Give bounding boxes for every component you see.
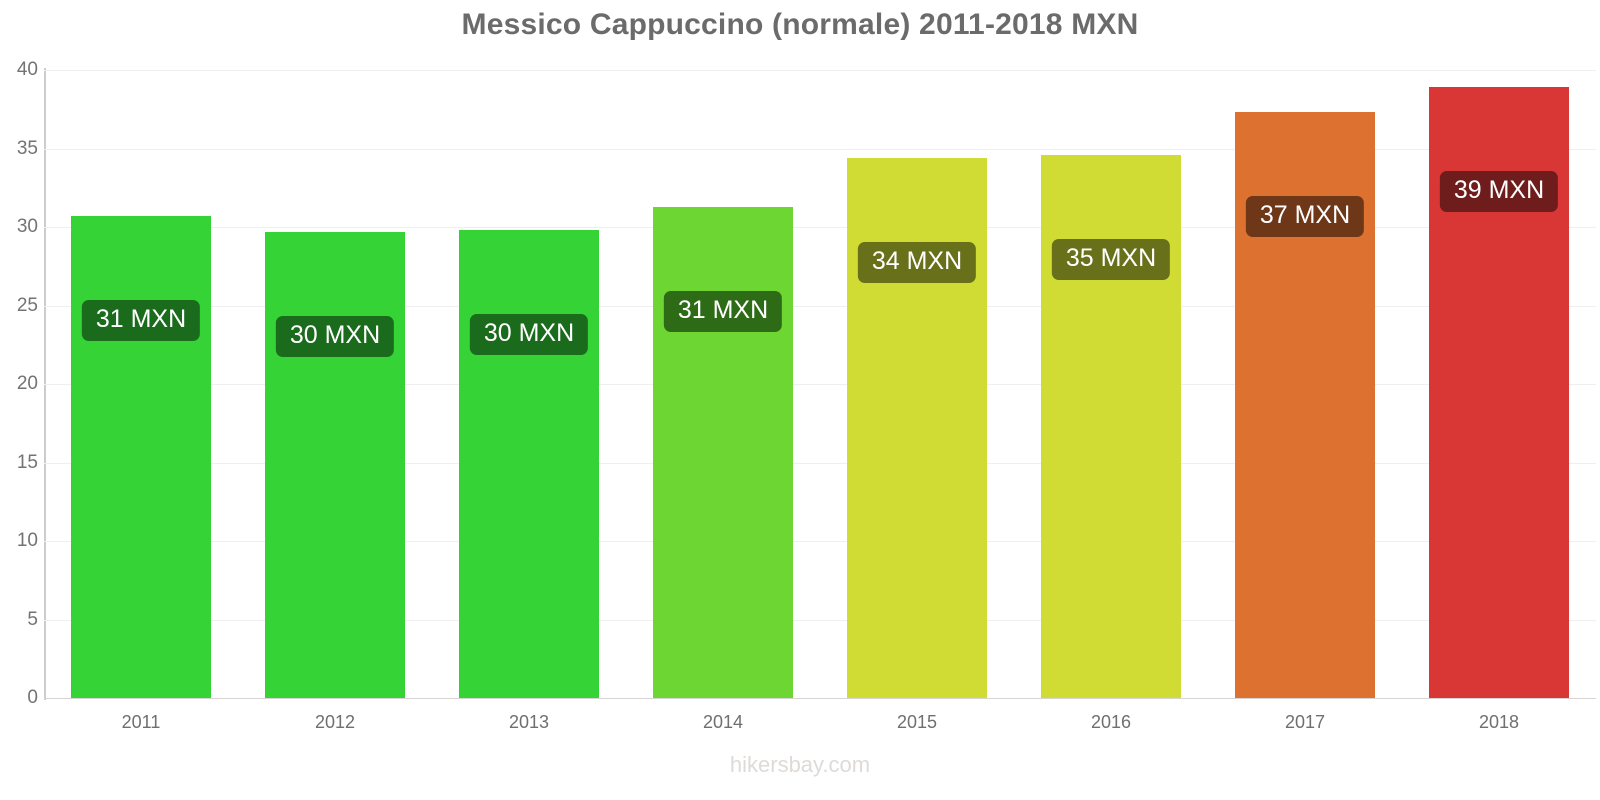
y-axis-tick-label: 25 — [16, 294, 38, 316]
bar-value-label: 30 MXN — [469, 314, 589, 356]
y-axis-tick-labels: 0 5 10 15 20 25 30 35 40 — [0, 59, 38, 708]
x-axis-tick-labels: 2011 2012 2013 2014 2015 2016 2017 2018 — [44, 706, 1596, 746]
plot-area: 31 MXN 30 MXN 30 MXN 31 MXN 34 MXN 35 MXN 37 M… — [44, 70, 1596, 699]
bar-value-label: 30 MXN — [275, 315, 395, 357]
x-axis-tick-label: 2011 — [121, 712, 161, 732]
y-axis-tick-label: 0 — [27, 687, 38, 708]
bar-group[interactable]: 31 MXN — [653, 206, 793, 698]
bar-value-label: 34 MXN — [857, 241, 977, 283]
bar-group[interactable]: 37 MXN — [1235, 112, 1375, 698]
bar-value-label: 39 MXN — [1439, 171, 1559, 213]
y-axis-tick-label: 15 — [16, 451, 38, 473]
y-axis-tick-label: 10 — [16, 530, 38, 551]
x-axis-tick-label: 2016 — [1090, 712, 1132, 732]
bar-value-label: 37 MXN — [1245, 196, 1365, 238]
bar[interactable] — [1041, 154, 1181, 698]
y-axis-tick-label: 35 — [16, 137, 38, 159]
watermark: hikersbay.com — [729, 752, 871, 777]
x-axis-tick-label: 2017 — [1284, 712, 1326, 732]
y-axis-tick-label: 20 — [16, 373, 38, 394]
bar-group[interactable]: 30 MXN — [265, 231, 405, 698]
x-axis-tick-label: 2014 — [702, 712, 744, 732]
y-axis-tick-label: 40 — [16, 59, 38, 80]
bar-group[interactable]: 39 MXN — [1429, 87, 1569, 698]
x-axis-tick-label: 2015 — [896, 712, 938, 732]
bar-value-label: 31 MXN — [81, 300, 201, 342]
bars-layer: 31 MXN 30 MXN 30 MXN 31 MXN 34 MXN 35 MXN 37 M… — [44, 70, 1596, 698]
bar-value-label: 31 MXN — [663, 290, 783, 332]
bar-value-label: 35 MXN — [1051, 238, 1171, 280]
page-title: Messico Cappuccino (normale) 2011-2018 M… — [461, 8, 1139, 41]
bar-group[interactable]: 34 MXN — [847, 157, 987, 698]
y-axis-tick-label: 30 — [16, 216, 38, 237]
bar-group[interactable]: 35 MXN — [1041, 154, 1181, 698]
bar[interactable] — [265, 231, 405, 698]
x-axis-tick-label: 2013 — [508, 712, 550, 732]
y-axis-tick-label: 5 — [27, 608, 38, 630]
bar[interactable] — [459, 230, 599, 698]
bar[interactable] — [653, 206, 793, 698]
bar-group[interactable]: 31 MXN — [71, 216, 211, 698]
bar[interactable] — [71, 216, 211, 698]
x-axis-tick-label: 2018 — [1478, 712, 1520, 732]
bar[interactable] — [847, 157, 987, 698]
bar-group[interactable]: 30 MXN — [459, 230, 599, 698]
x-axis-line — [44, 698, 1596, 699]
x-axis-tick-label: 2012 — [314, 712, 356, 732]
